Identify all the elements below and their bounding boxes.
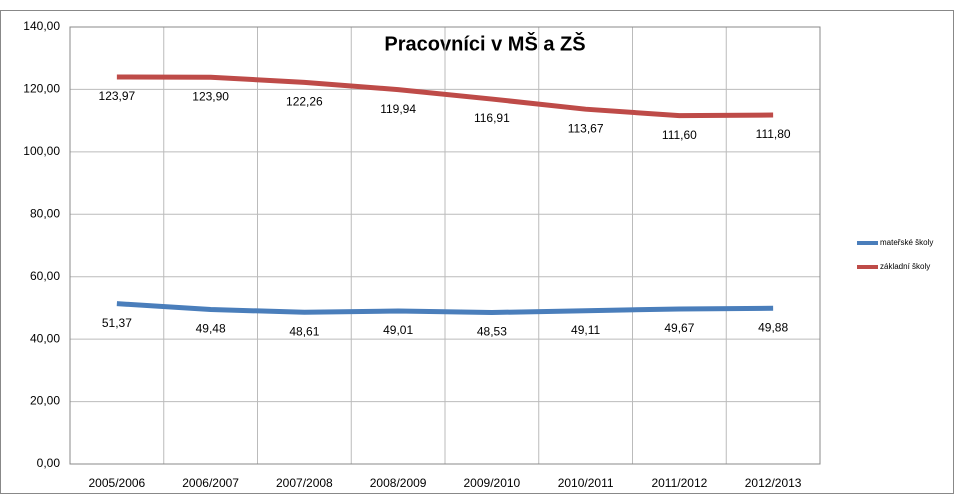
data-label: 123,97 — [99, 89, 136, 103]
data-label: 116,91 — [474, 111, 510, 125]
y-tick-label: 140,00 — [23, 19, 60, 33]
data-label: 49,11 — [571, 323, 600, 337]
data-label: 123,90 — [192, 89, 229, 103]
data-label: 49,01 — [383, 323, 413, 337]
line-series — [116, 301, 774, 316]
x-tick-label: 2011/2012 — [651, 476, 707, 490]
data-label: 111,80 — [756, 127, 791, 141]
data-label: 122,26 — [286, 95, 323, 109]
plot-frame — [69, 26, 821, 465]
data-label: 51,37 — [102, 316, 132, 330]
data-label: 119,94 — [380, 102, 416, 116]
y-tick-label: 60,00 — [30, 269, 60, 283]
data-label: 49,67 — [664, 321, 694, 335]
legend-label: základní školy — [880, 262, 930, 271]
x-tick-label: 2012/2013 — [745, 476, 802, 490]
chart-border — [0, 10, 954, 494]
chart-title: Pracovníci v MŠ a ZŠ — [384, 31, 585, 55]
data-label: 113,67 — [568, 121, 604, 135]
y-tick-label: 40,00 — [30, 331, 60, 345]
y-tick-label: 80,00 — [30, 206, 60, 220]
data-label: 49,48 — [196, 322, 226, 336]
y-tick-label: 120,00 — [23, 82, 60, 96]
x-tick-label: 2008/2009 — [370, 476, 427, 490]
x-tick-label: 2005/2006 — [89, 476, 146, 490]
x-tick-label: 2010/2011 — [558, 476, 614, 490]
y-tick-label: 0,00 — [37, 456, 61, 470]
y-tick-label: 20,00 — [30, 394, 60, 408]
x-tick-label: 2007/2008 — [276, 476, 333, 490]
line-series — [116, 74, 774, 119]
data-label: 48,53 — [477, 325, 507, 339]
data-label: 48,61 — [289, 324, 319, 338]
x-tick-label: 2009/2010 — [464, 476, 521, 490]
data-label: 49,88 — [758, 320, 788, 334]
y-tick-label: 100,00 — [23, 144, 60, 158]
data-label: 111,60 — [662, 128, 697, 142]
legend-label: mateřské školy — [880, 238, 933, 247]
x-tick-label: 2006/2007 — [182, 476, 239, 490]
